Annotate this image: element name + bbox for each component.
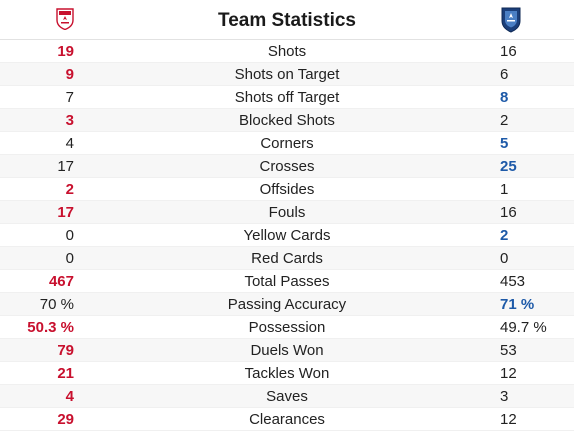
stat-label: Red Cards — [251, 250, 323, 267]
stat-row: 29 Clearances 12 — [0, 408, 574, 431]
stat-row: 17 Crosses 25 — [0, 155, 574, 178]
stat-label: Passing Accuracy — [227, 296, 347, 313]
home-value: 21 — [57, 365, 74, 382]
home-value: 467 — [48, 273, 74, 290]
home-value: 0 — [65, 227, 74, 244]
stat-label: Shots — [267, 43, 307, 60]
stat-row: 2 Offsides 1 — [0, 178, 574, 201]
stats-table: 19 Shots 16 9 Shots on Target 6 7 Shots off Tar… — [0, 40, 574, 431]
stat-row: 3 Blocked Shots 2 — [0, 109, 574, 132]
stat-row: 0 Red Cards 0 — [0, 247, 574, 270]
away-value: 71 % — [500, 296, 535, 313]
home-value: 19 — [57, 43, 74, 60]
stat-row: 467 Total Passes 453 — [0, 270, 574, 293]
montreal-impact-crest-icon — [501, 7, 521, 33]
stat-row: 70 % Passing Accuracy 71 % — [0, 293, 574, 316]
stat-row: 4 Corners 5 — [0, 132, 574, 155]
home-value: 2 — [65, 181, 74, 198]
stat-row: 4 Saves 3 — [0, 385, 574, 408]
away-value: 16 — [500, 204, 517, 221]
stat-label: Blocked Shots — [239, 112, 335, 129]
stat-label: Fouls — [268, 204, 306, 221]
stat-label: Yellow Cards — [243, 227, 331, 244]
away-value: 6 — [500, 66, 509, 83]
home-value: 29 — [57, 411, 74, 428]
stat-label: Clearances — [249, 411, 325, 428]
stat-label: Total Passes — [244, 273, 330, 290]
stat-label: Possession — [248, 319, 326, 336]
home-value: 17 — [57, 158, 74, 175]
stat-label: Saves — [266, 388, 308, 405]
away-value: 12 — [500, 365, 517, 382]
stat-label: Shots off Target — [234, 89, 340, 106]
away-value: 53 — [500, 342, 517, 359]
away-value: 1 — [500, 181, 509, 198]
home-value: 3 — [65, 112, 74, 129]
stat-row: 50.3 % Possession 49.7 % — [0, 316, 574, 339]
home-value: 0 — [65, 250, 74, 267]
home-value: 4 — [65, 388, 74, 405]
home-value: 4 — [65, 135, 74, 152]
stat-label: Tackles Won — [244, 365, 330, 382]
away-value: 16 — [500, 43, 517, 60]
stat-row: 7 Shots off Target 8 — [0, 86, 574, 109]
stat-row: 79 Duels Won 53 — [0, 339, 574, 362]
away-value: 453 — [500, 273, 526, 290]
away-value: 0 — [500, 250, 509, 267]
stat-row: 17 Fouls 16 — [0, 201, 574, 224]
away-value: 49.7 % — [500, 319, 547, 336]
stat-label: Duels Won — [250, 342, 324, 359]
stat-label: Shots on Target — [234, 66, 340, 83]
home-value: 50.3 % — [27, 319, 74, 336]
home-value: 70 % — [39, 296, 74, 313]
home-value: 79 — [57, 342, 74, 359]
stat-row: 21 Tackles Won 12 — [0, 362, 574, 385]
stat-row: 19 Shots 16 — [0, 40, 574, 63]
stat-label: Corners — [260, 135, 314, 152]
toronto-fc-crest-icon — [56, 8, 74, 30]
away-value: 8 — [500, 89, 509, 106]
page-title: Team Statistics — [218, 10, 356, 31]
stats-header: Team Statistics — [0, 0, 574, 40]
away-value: 3 — [500, 388, 509, 405]
home-value: 9 — [65, 66, 74, 83]
stat-row: 0 Yellow Cards 2 — [0, 224, 574, 247]
away-value: 2 — [500, 112, 509, 129]
home-value: 17 — [57, 204, 74, 221]
stat-row: 9 Shots on Target 6 — [0, 63, 574, 86]
stat-label: Offsides — [259, 181, 315, 198]
away-value: 2 — [500, 227, 509, 244]
away-value: 5 — [500, 135, 509, 152]
stat-label: Crosses — [259, 158, 315, 175]
away-value: 12 — [500, 411, 517, 428]
away-value: 25 — [500, 158, 517, 175]
home-value: 7 — [65, 89, 74, 106]
